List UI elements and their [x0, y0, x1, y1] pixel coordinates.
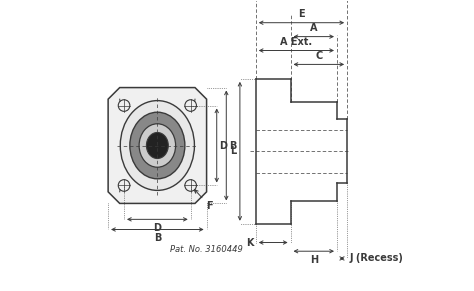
Text: E: E	[298, 9, 305, 19]
Ellipse shape	[120, 101, 194, 190]
Text: D: D	[219, 141, 228, 150]
Text: B: B	[154, 233, 161, 243]
Text: C: C	[315, 51, 322, 61]
Text: Pat. No. 3160449: Pat. No. 3160449	[170, 245, 243, 254]
Text: F: F	[195, 190, 213, 211]
Text: D: D	[154, 223, 161, 233]
Ellipse shape	[139, 124, 175, 167]
Ellipse shape	[146, 132, 168, 159]
Text: H: H	[310, 255, 318, 265]
Text: L: L	[230, 146, 236, 156]
Polygon shape	[108, 88, 207, 203]
Text: K: K	[246, 237, 254, 248]
Text: J (Recess): J (Recess)	[349, 253, 403, 263]
Circle shape	[185, 100, 196, 111]
Circle shape	[118, 100, 130, 111]
Circle shape	[185, 180, 196, 191]
Text: B: B	[229, 141, 237, 150]
Ellipse shape	[130, 112, 185, 179]
Text: A Ext.: A Ext.	[280, 37, 312, 47]
Circle shape	[118, 180, 130, 191]
Text: A: A	[310, 23, 318, 33]
